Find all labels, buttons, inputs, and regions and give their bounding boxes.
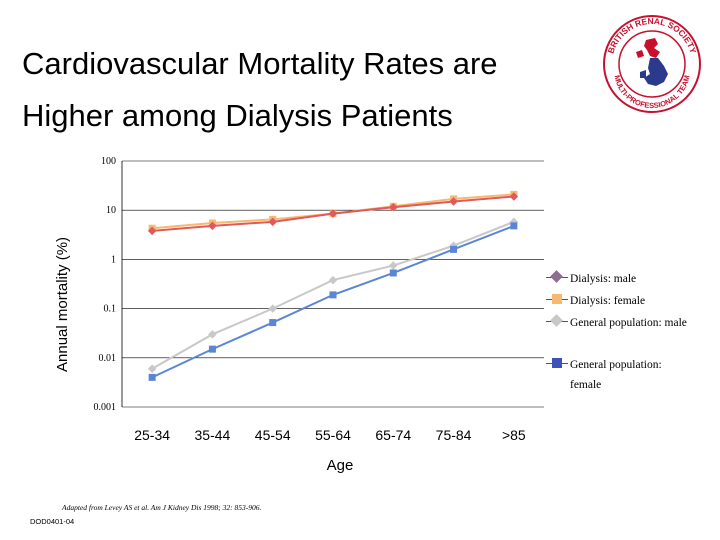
y-tick-label: 0.01 <box>99 353 117 364</box>
chart-legend: Dialysis: male Dialysis: female General … <box>546 268 716 396</box>
series-line <box>151 224 515 379</box>
data-point-diamond <box>389 261 398 270</box>
legend-label: General population: female <box>570 359 662 391</box>
x-tick-label: 25-34 <box>134 427 170 443</box>
data-point-diamond <box>208 221 217 231</box>
data-point-diamond <box>147 364 157 373</box>
data-point-diamond <box>328 209 338 218</box>
x-tick-label: 65-74 <box>375 427 411 443</box>
y-tick-label: 0.1 <box>104 304 117 315</box>
uk-map-icon <box>636 38 668 86</box>
british-renal-society-logo: BRITISH RENAL SOCIETY MULTI-PROFESSIONAL… <box>600 12 704 116</box>
data-point-square <box>269 319 277 327</box>
data-point-diamond <box>328 275 338 285</box>
legend-square-marker <box>552 294 562 304</box>
legend-item-dialysis-female: Dialysis: female <box>546 290 716 312</box>
x-tick-label: 75-84 <box>436 427 472 443</box>
y-tick-label: 0.001 <box>94 402 117 413</box>
page-title: Cardiovascular Mortality Rates are Highe… <box>22 38 602 142</box>
x-tick-label: 35-44 <box>195 427 231 443</box>
legend-item-general-male: General population: male <box>546 312 716 354</box>
data-point-diamond <box>268 217 277 227</box>
data-point-square <box>208 345 216 353</box>
data-point-square <box>510 222 518 230</box>
y-tick-label: 10 <box>106 205 116 216</box>
legend-diamond-marker <box>550 314 563 327</box>
legend-diamond-marker <box>550 270 563 283</box>
y-axis-label: Annual mortality (%) <box>54 236 71 372</box>
legend-square-marker <box>552 358 562 368</box>
y-tick-label: 1 <box>111 254 116 265</box>
citation: Adapted from Levey AS et al. Am J Kidney… <box>62 503 262 512</box>
title-line-2: Higher among Dialysis Patients <box>22 98 453 133</box>
data-point-diamond <box>208 330 217 339</box>
legend-item-dialysis-male: Dialysis: male <box>546 268 716 290</box>
data-point-diamond <box>268 304 277 313</box>
x-tick-label: >85 <box>502 427 526 443</box>
data-point-diamond <box>389 202 398 212</box>
data-point-square <box>450 245 458 253</box>
data-point-square <box>329 291 337 299</box>
legend-item-general-female: General population: female <box>546 354 716 396</box>
legend-label: General population: male <box>570 317 687 329</box>
data-point-diamond <box>449 197 458 206</box>
data-point-square <box>389 269 397 277</box>
x-tick-label: 55-64 <box>315 427 351 443</box>
y-tick-label: 100 <box>101 156 116 167</box>
legend-label: Dialysis: male <box>570 273 637 285</box>
data-point-diamond <box>509 192 519 201</box>
x-axis-label: Age <box>327 457 354 474</box>
title-line-1: Cardiovascular Mortality Rates are <box>22 46 498 81</box>
data-point-diamond <box>147 226 157 236</box>
data-point-square <box>148 373 156 381</box>
legend-label: Dialysis: female <box>570 295 646 307</box>
footer-code: DOD0401-04 <box>30 517 75 526</box>
x-tick-label: 45-54 <box>255 427 291 443</box>
